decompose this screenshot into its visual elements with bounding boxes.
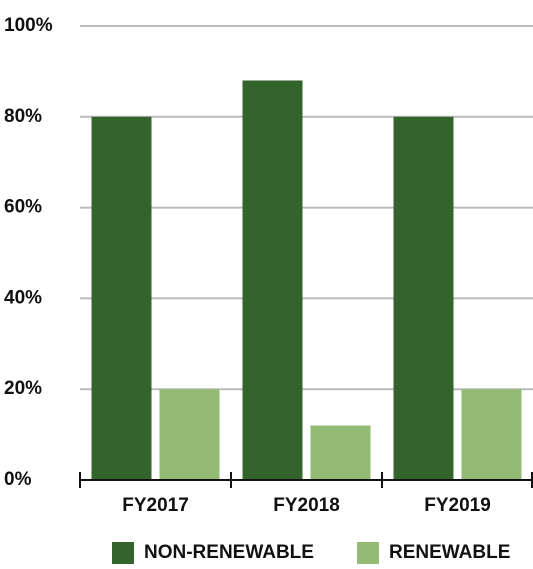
bar bbox=[393, 116, 454, 481]
bar bbox=[91, 116, 152, 481]
legend-label: NON-RENEWABLE bbox=[144, 542, 314, 563]
y-tick-label: 20% bbox=[4, 378, 42, 399]
legend-swatch bbox=[357, 542, 379, 564]
y-tick-label: 40% bbox=[4, 287, 42, 308]
bar bbox=[159, 389, 220, 480]
y-tick-label: 60% bbox=[4, 197, 42, 218]
bar bbox=[242, 80, 303, 480]
x-tick-label: FY2018 bbox=[273, 495, 340, 516]
bar bbox=[310, 425, 371, 480]
bar bbox=[461, 389, 522, 480]
legend-swatch bbox=[112, 542, 134, 564]
legend-label: RENEWABLE bbox=[389, 542, 510, 563]
y-tick-label: 0% bbox=[4, 469, 32, 490]
x-tick-label: FY2017 bbox=[122, 495, 189, 516]
x-tick-label: FY2019 bbox=[424, 495, 491, 516]
y-tick-label: 100% bbox=[4, 15, 53, 36]
y-tick-label: 80% bbox=[4, 106, 42, 127]
